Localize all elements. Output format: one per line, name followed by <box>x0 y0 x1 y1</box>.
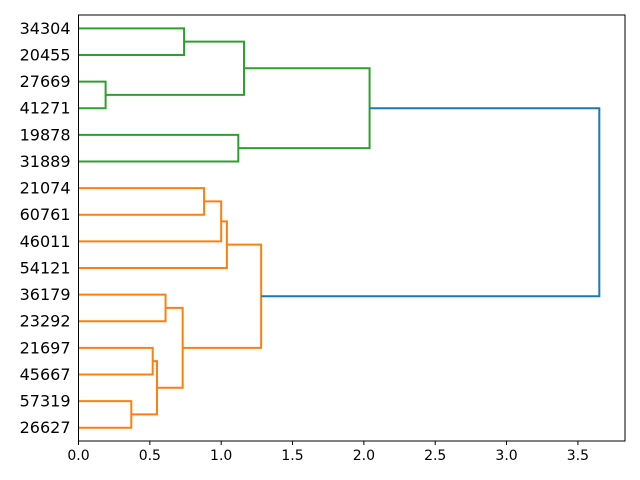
dendrogram-link-orange <box>78 293 167 323</box>
x-tick-label-1.5: 1.5 <box>281 448 303 464</box>
dendrogram-link-green <box>78 80 107 110</box>
leaf-label-41271: 41271 <box>20 99 71 118</box>
x-tick-label-2.0: 2.0 <box>353 448 375 464</box>
leaf-label-21074: 21074 <box>20 179 71 198</box>
leaf-label-45667: 45667 <box>20 365 71 384</box>
leaf-label-31889: 31889 <box>20 152 71 171</box>
x-tick-label-3.5: 3.5 <box>567 448 589 464</box>
leaf-label-20455: 20455 <box>20 45 71 64</box>
leaf-label-46011: 46011 <box>20 232 71 251</box>
dendrogram-link-orange <box>78 220 228 269</box>
dendrogram-link-orange <box>78 200 223 243</box>
dendrogram-link-orange <box>78 346 154 376</box>
dendrogram-link-blue <box>261 107 601 298</box>
leaf-label-26627: 26627 <box>20 418 71 437</box>
x-tick-label-1.0: 1.0 <box>210 448 232 464</box>
leaf-label-21697: 21697 <box>20 338 71 357</box>
x-tick-label-0.5: 0.5 <box>139 448 161 464</box>
leaf-label-60761: 60761 <box>20 205 71 224</box>
leaf-label-34304: 34304 <box>20 19 71 38</box>
dendrogram-link-green <box>238 67 371 150</box>
x-tick-label-3.0: 3.0 <box>495 448 517 464</box>
dendrogram-link-orange <box>182 243 263 349</box>
leaf-label-23292: 23292 <box>20 312 71 331</box>
dendrogram-link-orange <box>78 187 206 216</box>
leaf-label-54121: 54121 <box>20 258 71 277</box>
plot-border <box>78 14 626 442</box>
dendrogram-link-green <box>78 27 186 56</box>
x-tick-label-2.5: 2.5 <box>424 448 446 464</box>
leaf-label-27669: 27669 <box>20 72 71 91</box>
leaf-label-19878: 19878 <box>20 125 71 144</box>
dendrogram-link-orange <box>78 400 133 429</box>
leaf-label-36179: 36179 <box>20 285 71 304</box>
leaf-label-57319: 57319 <box>20 392 71 411</box>
x-tick-label-0.0: 0.0 <box>67 448 89 464</box>
dendrogram-link-green <box>105 40 246 96</box>
dendrogram-link-orange <box>156 306 184 389</box>
dendrogram-link-green <box>78 133 240 163</box>
